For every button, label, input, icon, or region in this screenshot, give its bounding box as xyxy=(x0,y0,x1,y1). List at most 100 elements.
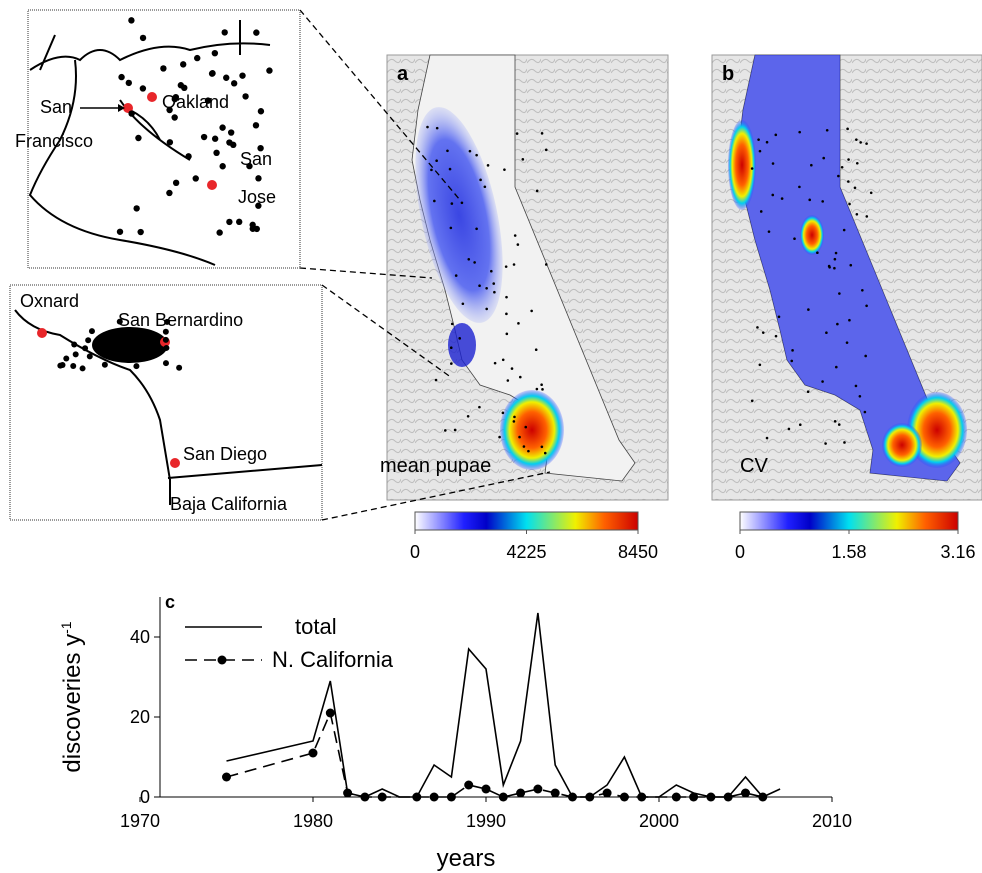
heat-region xyxy=(882,423,922,467)
heat-region xyxy=(448,323,476,367)
site-dot xyxy=(833,267,836,270)
series-marker xyxy=(585,793,594,802)
site-dot xyxy=(163,360,169,366)
site-dot xyxy=(846,341,849,344)
site-dot xyxy=(835,252,838,255)
site-dot xyxy=(125,351,131,357)
site-dot xyxy=(490,270,493,273)
map-panel xyxy=(387,55,668,500)
site-dot xyxy=(194,55,200,61)
site-dot xyxy=(836,323,839,326)
site-dot xyxy=(854,186,857,189)
site-dot xyxy=(759,150,762,153)
series-marker xyxy=(724,793,733,802)
site-dot xyxy=(855,385,858,388)
heat-region xyxy=(800,215,824,255)
site-dot xyxy=(771,194,774,197)
site-dot xyxy=(454,429,457,432)
site-dot xyxy=(503,168,506,171)
site-dot xyxy=(859,141,862,144)
site-dot xyxy=(63,355,69,361)
site-dot xyxy=(835,366,838,369)
site-dot xyxy=(821,380,824,383)
site-dot xyxy=(266,67,272,73)
series-marker xyxy=(430,793,439,802)
site-dot xyxy=(478,406,481,409)
series-marker xyxy=(516,789,525,798)
site-dot xyxy=(847,180,850,183)
site-dot xyxy=(502,412,505,415)
site-dot xyxy=(864,355,867,358)
site-dot xyxy=(841,166,844,169)
heat-region xyxy=(500,390,564,470)
site-dot xyxy=(484,185,487,188)
colorbar-label: 3.16 xyxy=(940,542,975,562)
site-dot xyxy=(467,415,470,418)
city-marker xyxy=(170,458,180,468)
site-dot xyxy=(517,243,520,246)
site-dot xyxy=(242,93,248,99)
y-tick-label: 0 xyxy=(140,787,150,807)
site-dot xyxy=(847,158,850,161)
site-dot xyxy=(541,132,544,135)
site-dot xyxy=(781,197,784,200)
site-dot xyxy=(167,139,173,145)
site-dot xyxy=(253,122,259,128)
site-dot xyxy=(223,75,229,81)
map-panel xyxy=(712,55,982,500)
figure: SanFranciscoOaklandSanJoseOxnardSan Bern… xyxy=(0,0,982,873)
site-dot xyxy=(798,186,801,189)
series-marker xyxy=(620,793,629,802)
site-dot xyxy=(461,201,464,204)
panel-label: b xyxy=(722,63,734,85)
city-label: Oakland xyxy=(162,92,229,112)
site-dot xyxy=(216,229,222,235)
site-dot xyxy=(865,142,868,145)
site-dot xyxy=(87,353,93,359)
series-marker xyxy=(378,793,387,802)
site-dot xyxy=(426,126,429,129)
series-line xyxy=(227,613,781,797)
map-caption: CV xyxy=(740,455,768,477)
site-dot xyxy=(89,328,95,334)
city-label: San Diego xyxy=(183,444,267,464)
site-dot xyxy=(99,348,105,354)
city-label: San xyxy=(40,97,72,117)
site-dot xyxy=(502,358,505,361)
site-dot xyxy=(788,428,791,431)
site-dot xyxy=(430,169,433,172)
site-dot xyxy=(451,202,454,205)
site-dot xyxy=(826,129,829,132)
site-dot xyxy=(166,190,172,196)
site-dot xyxy=(498,436,501,439)
series-marker xyxy=(447,793,456,802)
site-dot xyxy=(173,180,179,186)
site-dot xyxy=(118,74,124,80)
site-dot xyxy=(102,362,108,368)
site-dot xyxy=(209,70,215,76)
city-label: Oxnard xyxy=(20,291,79,311)
site-dot xyxy=(541,388,544,391)
site-dot xyxy=(523,445,526,448)
site-dot xyxy=(759,363,762,366)
site-dot xyxy=(149,338,155,344)
site-dot xyxy=(774,134,777,137)
site-dot xyxy=(545,149,548,152)
site-dot xyxy=(133,363,139,369)
site-dot xyxy=(545,263,548,266)
site-dot xyxy=(128,110,134,116)
city-label: San xyxy=(240,149,272,169)
site-dot xyxy=(837,175,840,178)
series-marker xyxy=(568,793,577,802)
site-dot xyxy=(450,362,453,365)
site-dot xyxy=(824,442,827,445)
colorbar-label: 1.58 xyxy=(831,542,866,562)
site-dot xyxy=(760,210,763,213)
site-dot xyxy=(485,287,488,290)
site-dot xyxy=(231,80,237,86)
series-marker xyxy=(533,785,542,794)
site-dot xyxy=(838,292,841,295)
site-dot xyxy=(479,179,482,182)
site-dot xyxy=(193,175,199,181)
x-tick-label: 2010 xyxy=(812,811,852,831)
